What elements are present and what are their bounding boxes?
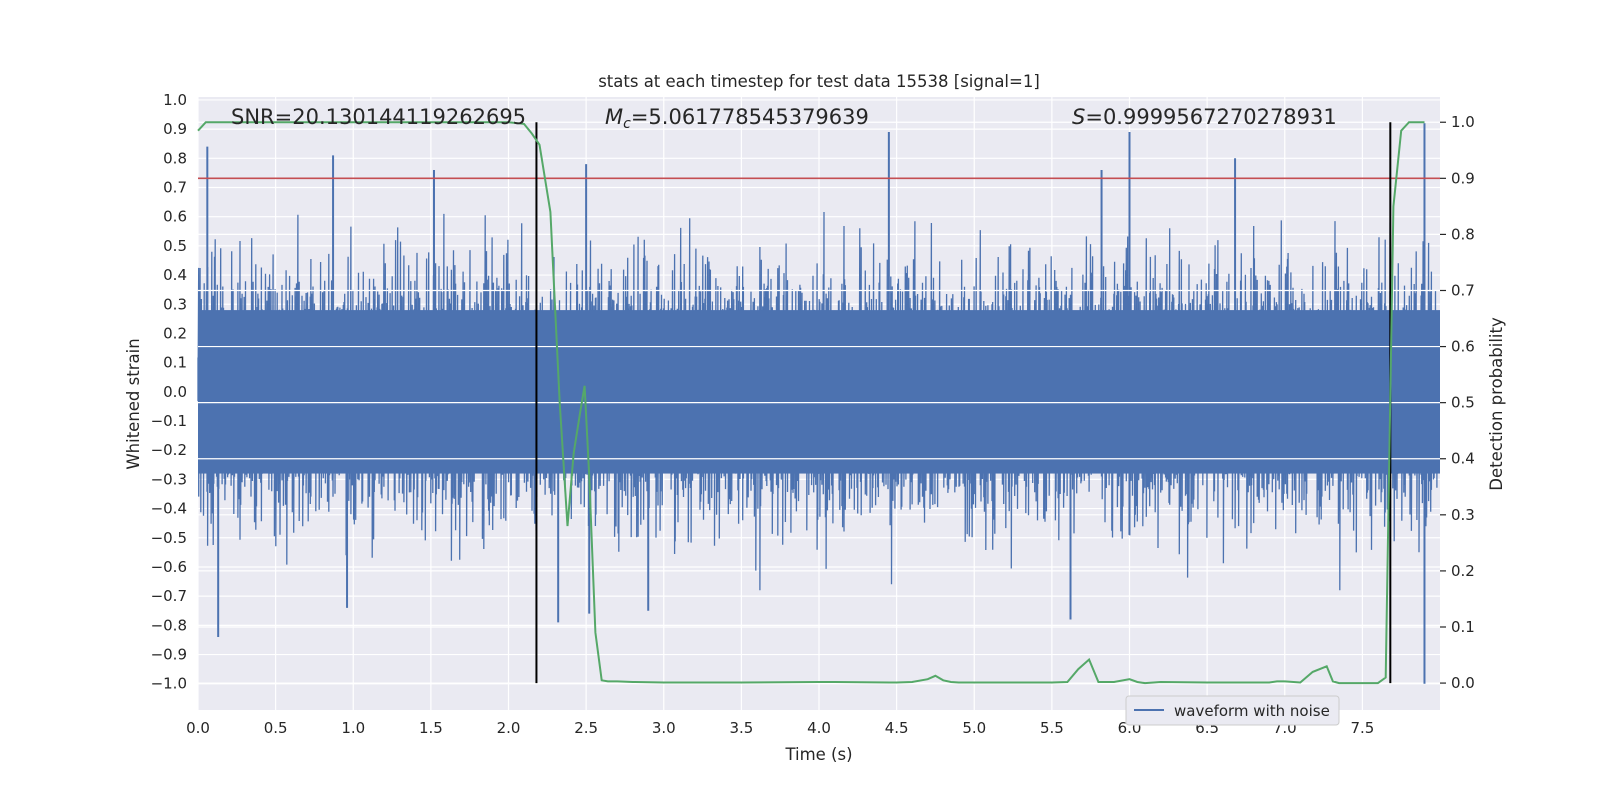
probability-series xyxy=(197,121,1425,685)
y-right-tick-label: 0.8 xyxy=(1451,225,1475,243)
y-left-tick-label: −0.7 xyxy=(151,587,187,605)
statistic-annotation: S=0.9999567270278931 xyxy=(1072,105,1337,129)
y-left-tick-label: −0.2 xyxy=(151,441,187,459)
x-tick-label: 4.5 xyxy=(885,719,909,737)
legend: waveform with noise xyxy=(1125,695,1340,726)
y-left-tick-label: −0.8 xyxy=(151,616,187,634)
y-right-tick-label: 0.5 xyxy=(1451,394,1475,412)
chirp-mass-subscript: c xyxy=(623,116,631,132)
y-left-tick-label: 0.2 xyxy=(163,324,187,342)
x-tick-label: 1.5 xyxy=(419,719,443,737)
chirp-mass-symbol: M xyxy=(605,105,623,129)
y-left-tick-label: 0.8 xyxy=(163,149,187,167)
y-right-tick-label: 0.2 xyxy=(1451,562,1475,580)
statistic-symbol: S xyxy=(1072,105,1085,129)
y-left-tick-label: 0.6 xyxy=(163,208,187,226)
waveform-series xyxy=(197,123,1440,684)
x-tick-label: 1.0 xyxy=(341,719,365,737)
x-tick-label: 2.0 xyxy=(497,719,521,737)
y-left-tick-label: −0.4 xyxy=(151,500,187,518)
x-tick-label: 0.0 xyxy=(186,719,210,737)
y-left-tick-label: 1.0 xyxy=(163,91,187,109)
y-left-tick-label: −0.9 xyxy=(151,646,187,664)
y-right-tick-label: 0.7 xyxy=(1451,281,1475,299)
x-tick-label: 5.5 xyxy=(1040,719,1064,737)
y-right-tick-label: 0.9 xyxy=(1451,169,1475,187)
x-tick-label: 0.5 xyxy=(264,719,288,737)
probability-line xyxy=(197,121,1425,685)
y-right-axis-label: Detection probability xyxy=(1487,317,1506,491)
y-left-tick-label: −1.0 xyxy=(151,675,187,693)
y-left-tick-label: 0.9 xyxy=(163,120,187,138)
x-tick-label: 3.5 xyxy=(729,719,753,737)
legend-label: waveform with noise xyxy=(1174,702,1330,720)
y-left-axis-ticks: 1.0 0.9 0.8 0.7 0.6 0.5 0.4 0.3 0.2 0.1 0.0 −0.1 −0.… xyxy=(151,91,187,693)
y-left-tick-label: 0.0 xyxy=(163,383,187,401)
y-right-tick-label: 1.0 xyxy=(1451,113,1475,131)
x-tick-label: 2.5 xyxy=(574,719,598,737)
chart-title: stats at each timestep for test data 155… xyxy=(598,72,1040,91)
y-left-tick-label: 0.4 xyxy=(163,266,187,284)
chirp-mass-value: =5.061778545379639 xyxy=(631,105,869,129)
y-right-tick-label: 0.3 xyxy=(1451,506,1475,524)
y-left-tick-label: 0.3 xyxy=(163,295,187,313)
waveform-core-band xyxy=(198,310,1440,474)
y-right-tick-label: 0.4 xyxy=(1451,450,1475,468)
chirp-mass-annotation: Mc=5.061778545379639 xyxy=(605,105,869,132)
x-tick-label: 7.5 xyxy=(1350,719,1374,737)
y-right-tick-label: 0.1 xyxy=(1451,618,1475,636)
x-tick-label: 5.0 xyxy=(962,719,986,737)
y-left-tick-label: −0.6 xyxy=(151,558,187,576)
y-left-tick-label: 0.7 xyxy=(163,178,187,196)
y-right-tick-label: 0.0 xyxy=(1451,674,1475,692)
x-tick-label: 3.0 xyxy=(652,719,676,737)
x-axis-label: Time (s) xyxy=(784,745,852,764)
snr-annotation: SNR=20.130144119262695 xyxy=(231,105,526,129)
y-right-tick-label: 0.6 xyxy=(1451,338,1475,356)
legend-box xyxy=(1125,695,1340,726)
y-left-axis-label: Whitened strain xyxy=(124,338,143,469)
y-left-tick-label: −0.3 xyxy=(151,470,187,488)
y-left-tick-label: 0.1 xyxy=(163,354,187,372)
y-right-axis-ticks: 1.0 0.9 0.8 0.7 0.6 0.5 0.4 0.3 0.2 0.1 0.0 xyxy=(1440,113,1475,692)
statistic-value: =0.9999567270278931 xyxy=(1085,105,1336,129)
y-left-tick-label: −0.1 xyxy=(151,412,187,430)
x-tick-label: 4.0 xyxy=(807,719,831,737)
y-left-tick-label: −0.5 xyxy=(151,529,187,547)
y-left-tick-label: 0.5 xyxy=(163,237,187,255)
